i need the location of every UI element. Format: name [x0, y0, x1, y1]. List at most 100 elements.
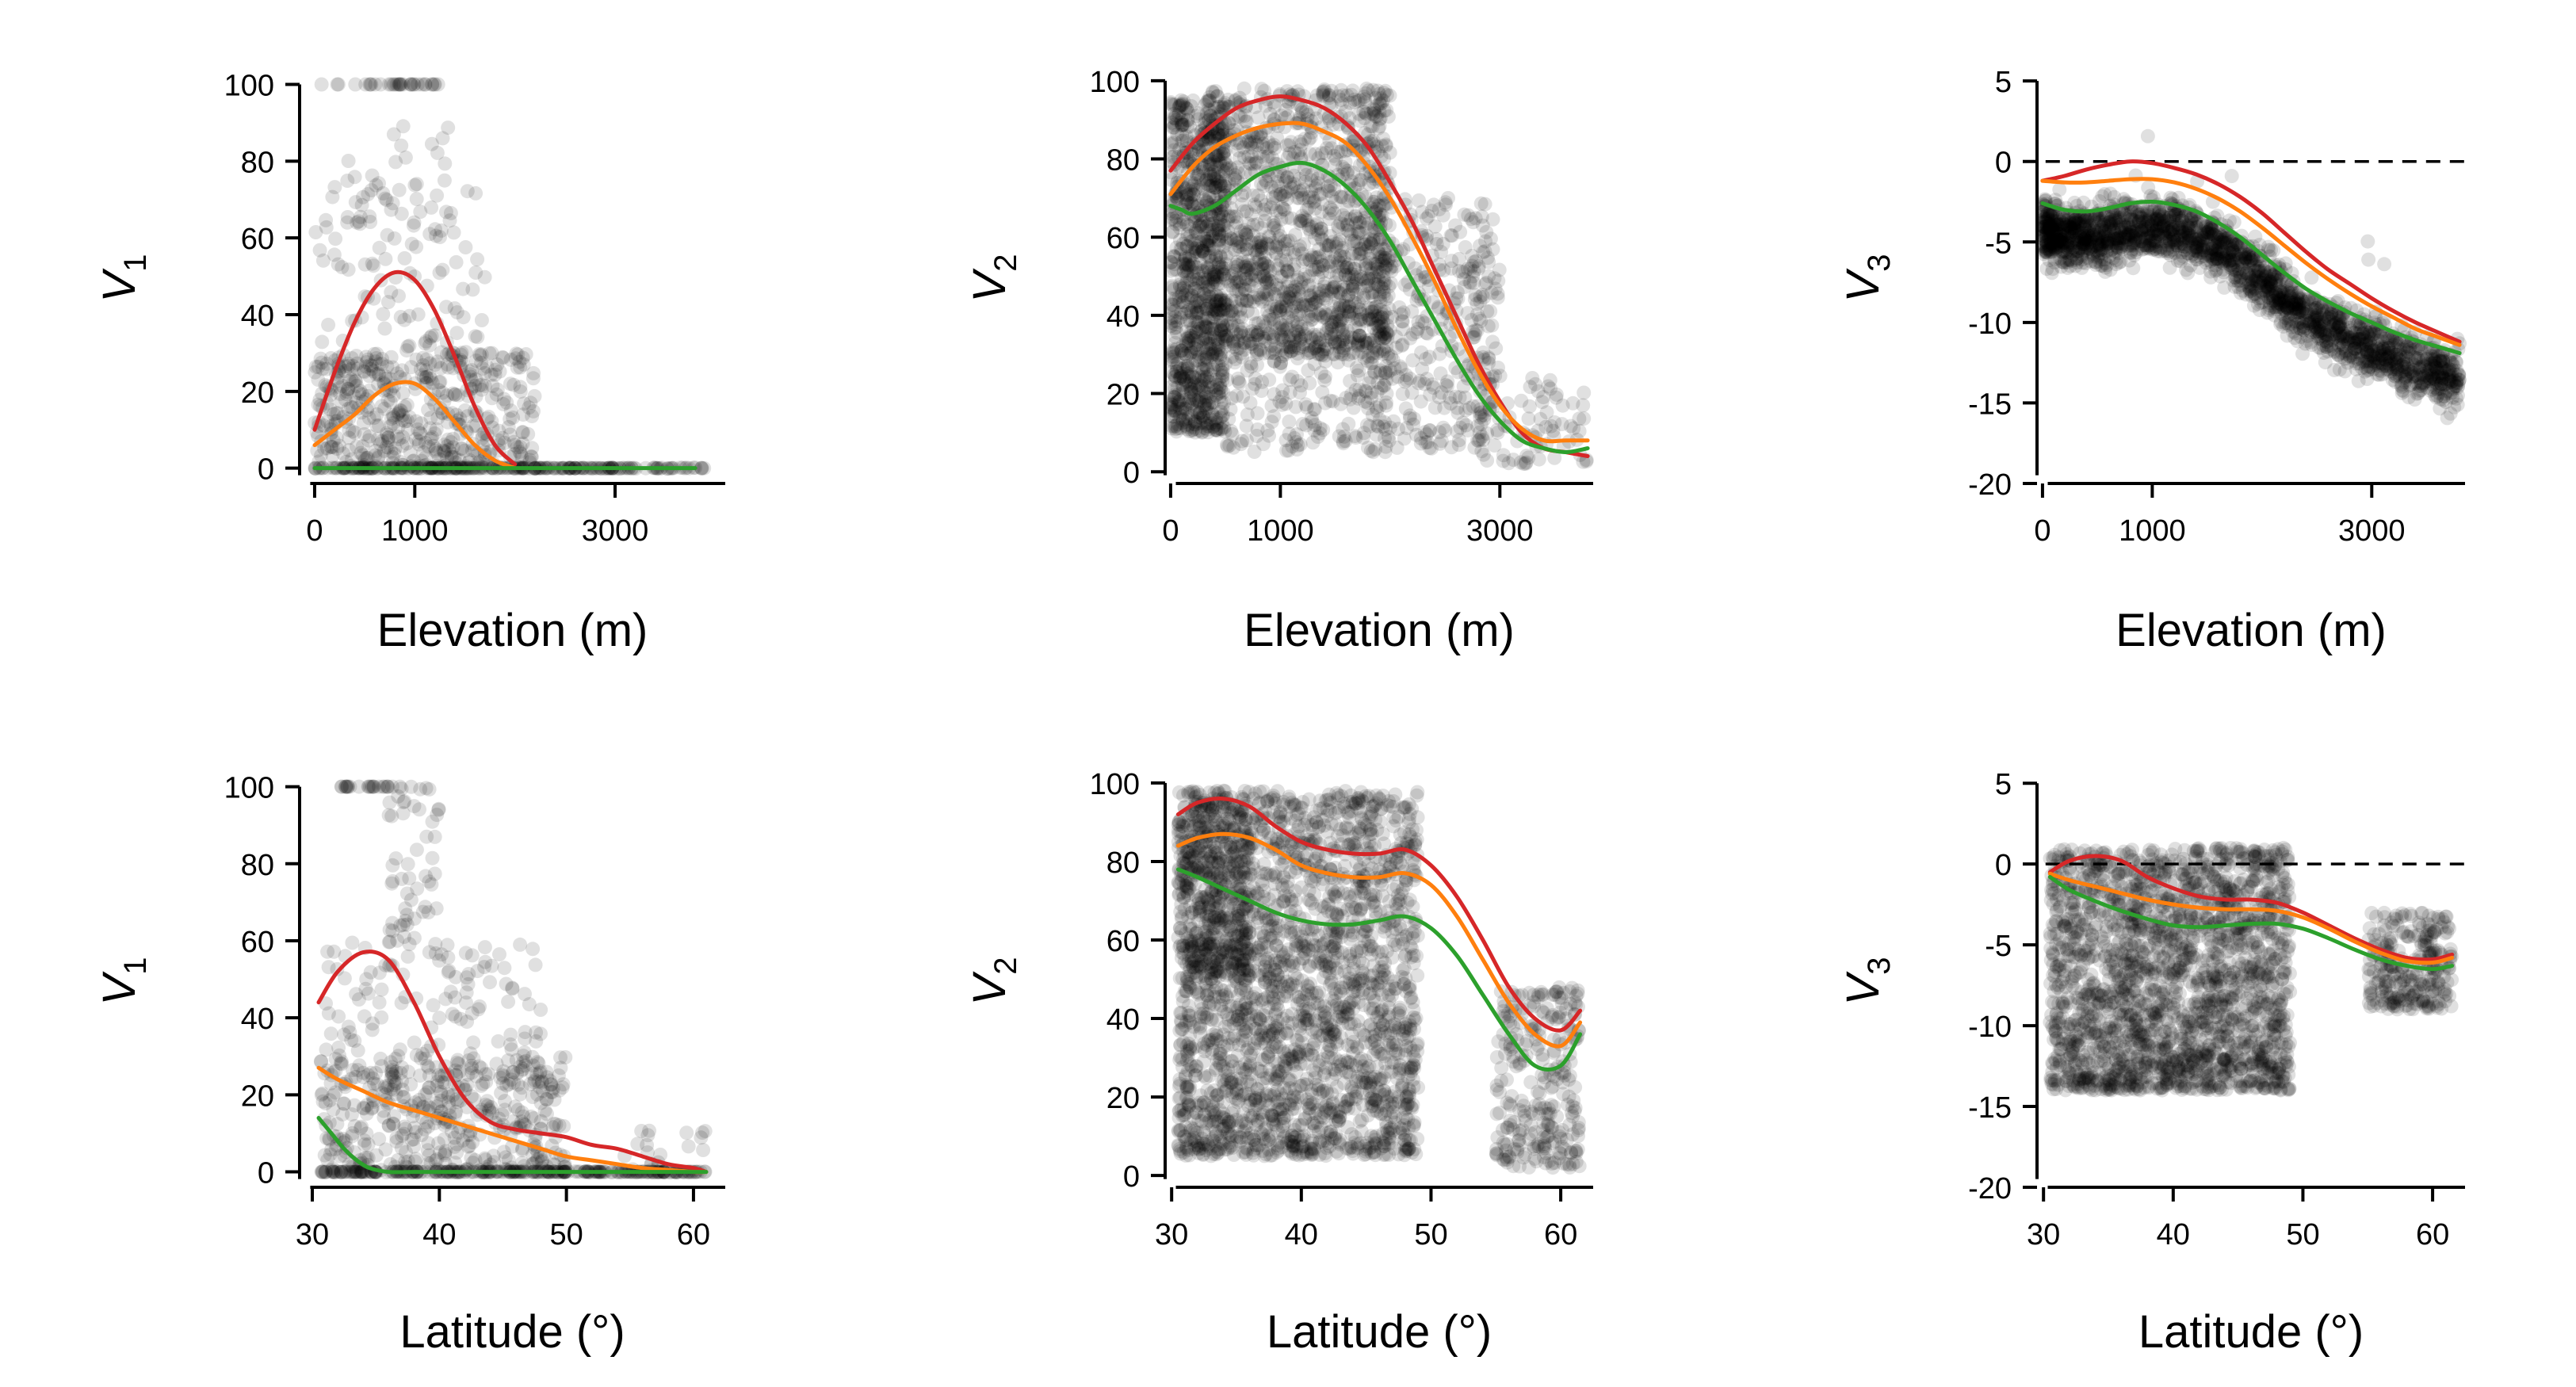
data-point: [490, 357, 505, 372]
data-point: [460, 409, 475, 424]
data-point: [460, 425, 475, 440]
data-point: [348, 77, 363, 92]
data-point: [419, 449, 434, 464]
data-point: [515, 436, 530, 451]
y-tick-label: 20: [1106, 379, 1140, 412]
data-point: [379, 193, 394, 208]
data-point: [1315, 232, 1330, 247]
data-point: [1238, 114, 1253, 129]
data-point: [488, 362, 503, 377]
data-point: [1346, 236, 1361, 251]
data-point: [1359, 106, 1374, 121]
data-point: [1397, 374, 1412, 389]
data-point: [411, 77, 425, 92]
data-point: [1554, 417, 1569, 432]
data-point: [1485, 285, 1499, 300]
data-point: [1576, 398, 1591, 413]
data-point: [1179, 359, 1194, 374]
data-point: [1492, 369, 1508, 384]
data-point: [344, 361, 359, 376]
data-point: [1212, 226, 1227, 241]
data-point: [377, 321, 392, 336]
data-point: [447, 301, 462, 316]
data-point: [1451, 251, 1466, 266]
data-point: [1347, 262, 1362, 276]
data-point: [1359, 86, 1373, 101]
data-point: [1166, 409, 1181, 424]
data-point: [1182, 249, 1197, 264]
data-point: [1340, 163, 1355, 178]
data-point: [1437, 400, 1452, 415]
data-point: [1175, 338, 1191, 353]
data-point: [441, 120, 456, 136]
data-point: [1334, 189, 1349, 204]
data-point: [395, 363, 410, 378]
data-point: [1364, 311, 1379, 326]
data-point: [1523, 380, 1538, 395]
data-point: [1422, 441, 1437, 455]
data-point: [1176, 295, 1191, 310]
data-point: [1240, 327, 1256, 342]
x-axis: 0 1000 3000: [306, 482, 725, 548]
data-point: [430, 411, 445, 426]
x-tick-label: 0: [1162, 514, 1179, 548]
data-point: [1376, 378, 1391, 393]
data-point: [506, 377, 522, 392]
data-point: [348, 374, 363, 389]
data-point: [1167, 282, 1182, 297]
data-point: [340, 174, 355, 188]
data-point: [362, 209, 377, 224]
data-point: [366, 364, 381, 379]
data-point: [1315, 85, 1330, 100]
data-point: [442, 213, 457, 228]
y-axis-title-subscript: 2: [988, 254, 1023, 272]
data-point: [356, 415, 371, 430]
data-point: [386, 77, 401, 92]
data-point: [373, 77, 388, 92]
data-point: [694, 460, 709, 476]
data-point: [1188, 417, 1203, 432]
data-point: [403, 77, 419, 92]
data-point: [1535, 395, 1550, 410]
data-point: [427, 77, 442, 92]
data-point: [480, 359, 495, 374]
data-point: [1394, 338, 1409, 353]
data-point: [1251, 110, 1266, 125]
data-point: [321, 317, 336, 332]
data-point: [1379, 325, 1394, 340]
data-point: [1336, 422, 1351, 437]
data-point: [312, 243, 327, 258]
data-point: [697, 460, 712, 476]
data-point: [359, 355, 374, 370]
data-point: [1229, 258, 1244, 272]
data-point: [1239, 433, 1254, 448]
data-point: [1244, 279, 1259, 294]
data-point: [1402, 411, 1417, 426]
data-point: [323, 440, 338, 454]
data-point: [1244, 266, 1259, 281]
data-point: [1323, 201, 1337, 215]
data-point: [441, 442, 457, 457]
data-point: [1262, 273, 1277, 288]
data-point: [341, 154, 356, 168]
scatter-points: [308, 77, 712, 476]
y-axis-title-base: V: [964, 267, 1015, 302]
data-point: [1350, 212, 1365, 227]
data-point: [1275, 292, 1290, 307]
data-point: [409, 192, 424, 207]
y-axis-title-base: V: [94, 267, 145, 302]
data-point: [354, 445, 369, 460]
data-point: [1249, 344, 1264, 359]
data-point: [524, 449, 539, 464]
data-point: [422, 421, 438, 436]
data-point: [328, 231, 343, 246]
data-point: [1205, 347, 1220, 362]
data-point: [1373, 111, 1388, 126]
data-point: [1391, 422, 1405, 437]
data-point: [1303, 147, 1317, 162]
data-point: [364, 183, 379, 197]
data-point: [392, 431, 407, 446]
data-point: [430, 77, 445, 92]
data-point: [314, 77, 329, 92]
